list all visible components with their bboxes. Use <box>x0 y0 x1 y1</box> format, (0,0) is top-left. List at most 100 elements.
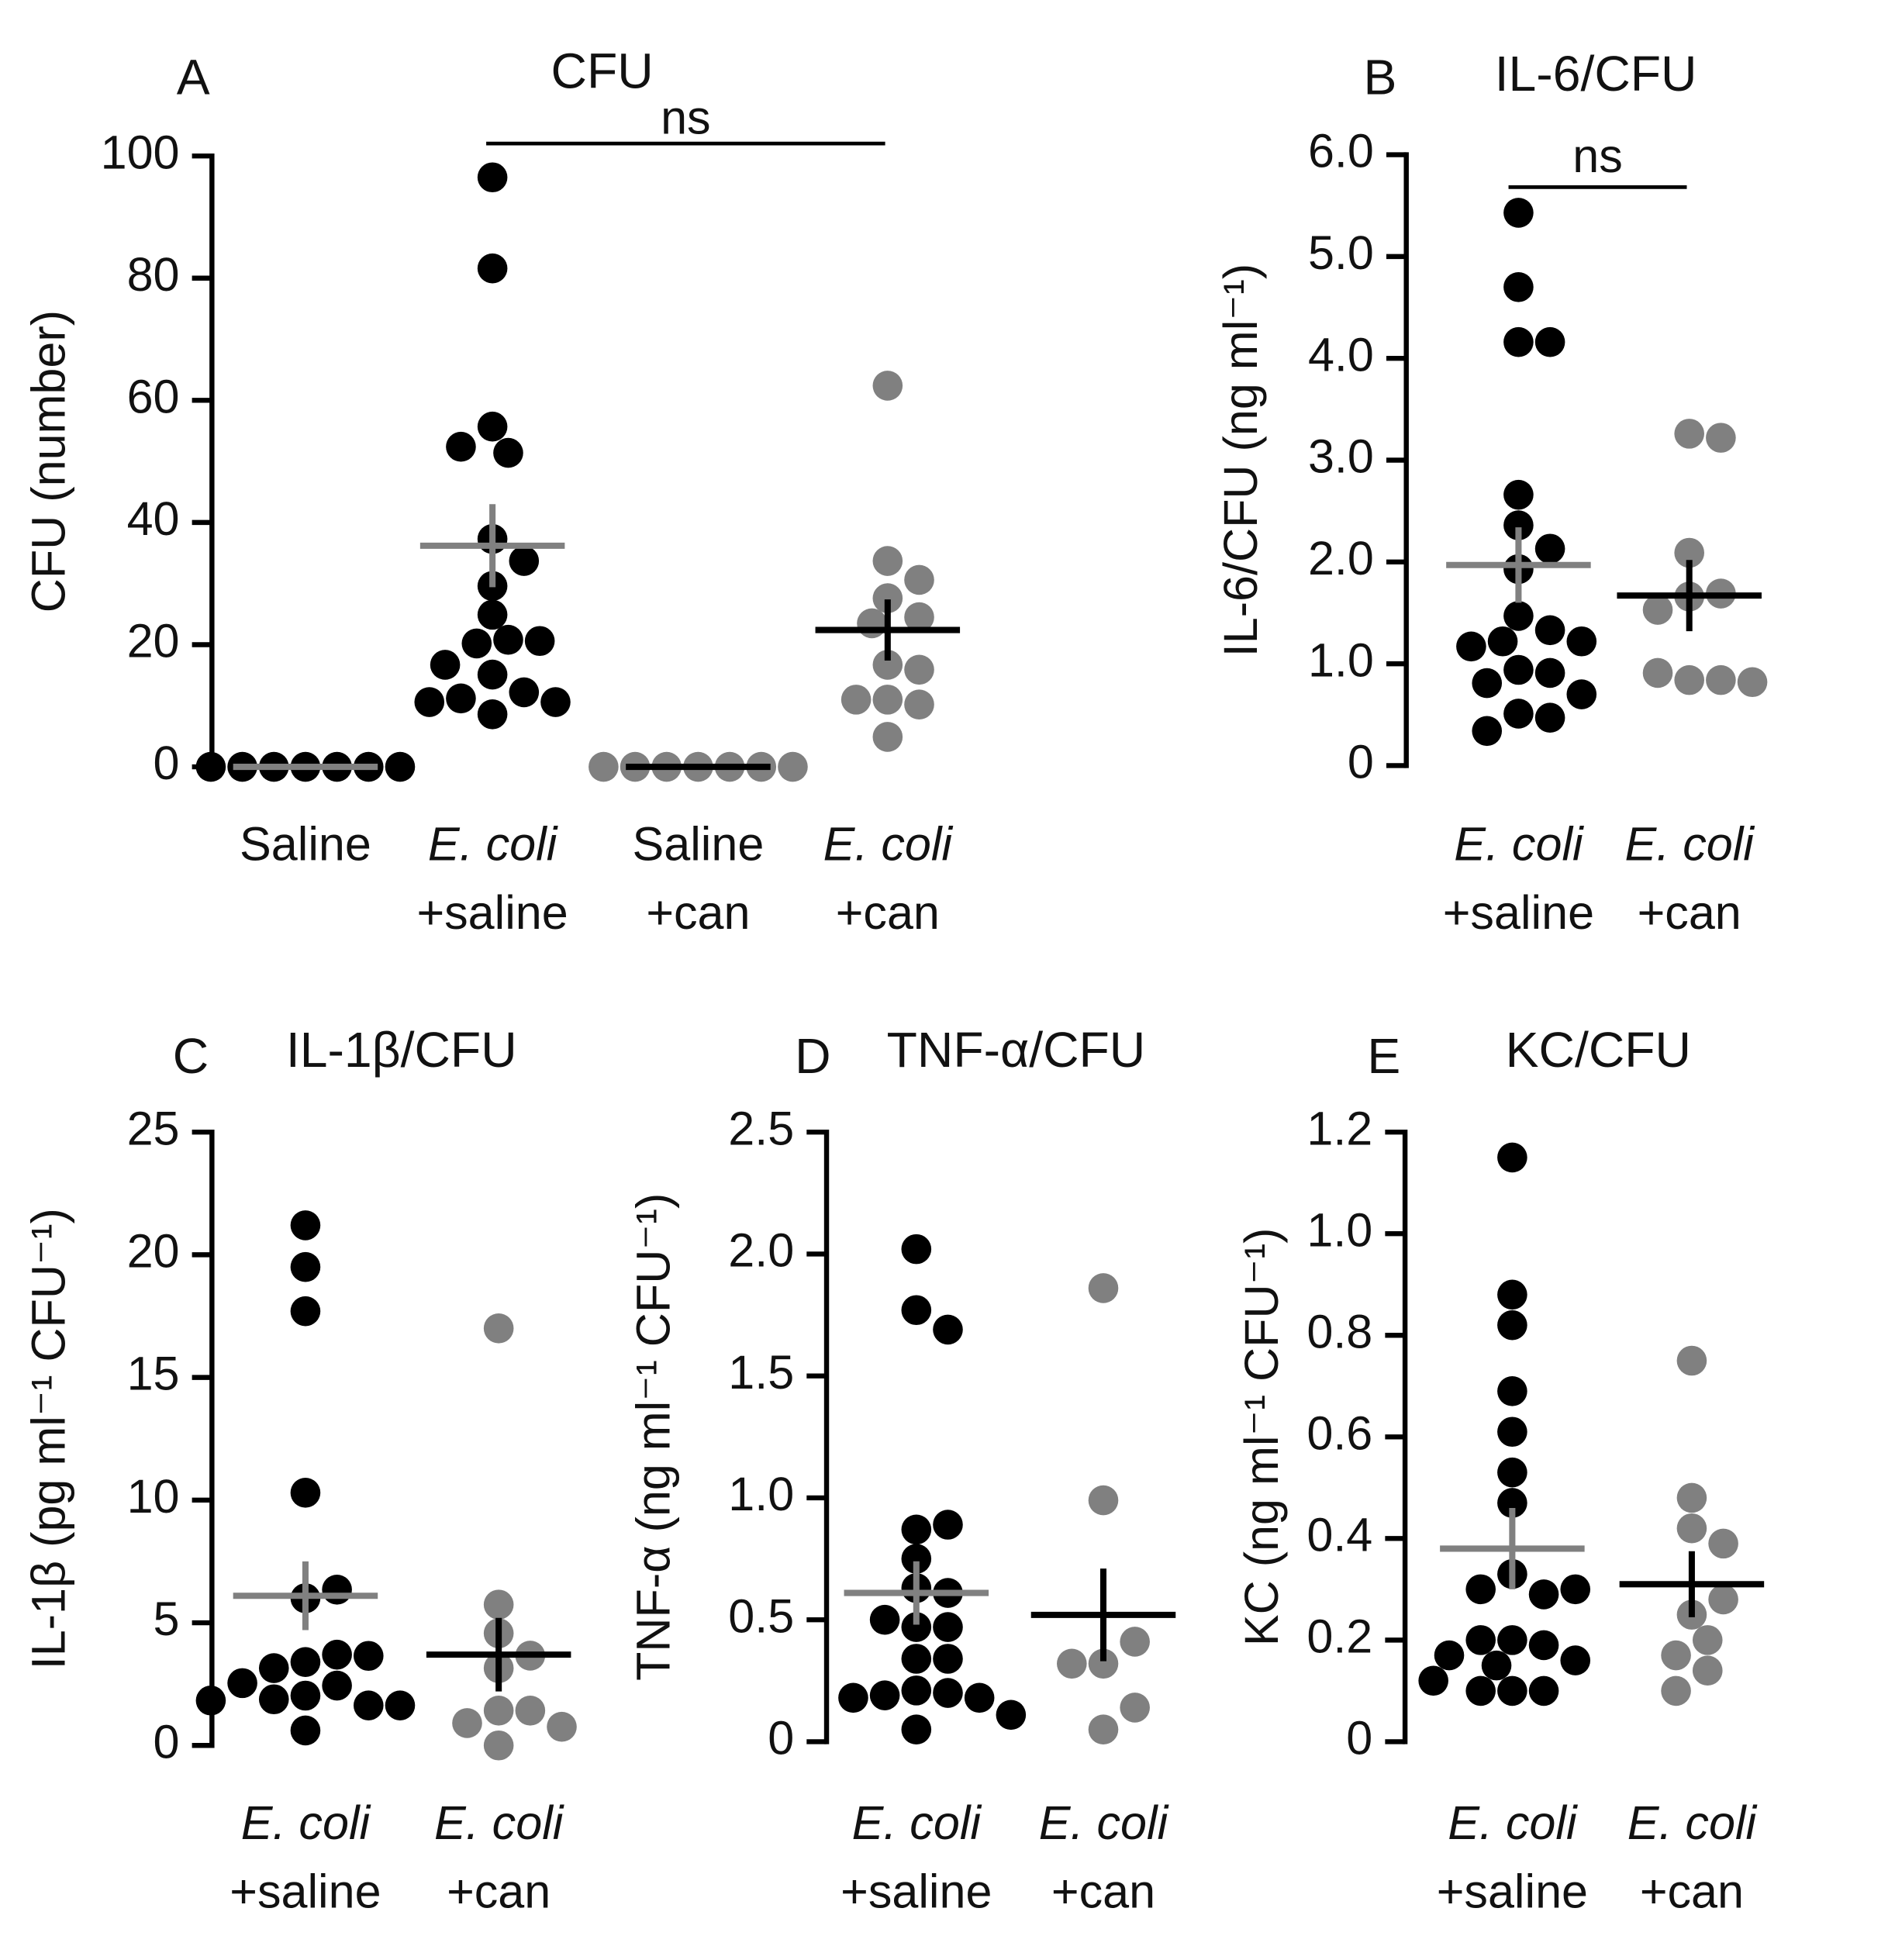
data-point <box>1534 702 1565 733</box>
panel-letter: B <box>1363 50 1396 105</box>
data-point <box>869 1604 900 1635</box>
y-tick-label: 1.2 <box>1306 1102 1372 1154</box>
data-point <box>540 687 571 717</box>
data-point <box>1534 326 1565 357</box>
data-point <box>1566 679 1597 709</box>
data-point <box>1566 626 1597 657</box>
data-point <box>430 650 461 680</box>
data-point <box>1503 654 1534 685</box>
data-point <box>872 546 903 576</box>
data-point <box>1674 419 1704 449</box>
y-tick-label: 0.5 <box>728 1589 794 1642</box>
data-point <box>933 1510 963 1540</box>
data-point <box>901 1234 932 1265</box>
y-tick-label: 20 <box>127 615 180 668</box>
x-tick-label: E. coli <box>852 1796 982 1849</box>
data-point <box>778 751 808 782</box>
y-tick-label: 6.0 <box>1308 125 1374 178</box>
data-point <box>901 1675 932 1706</box>
y-tick-label: 2.0 <box>1308 532 1374 585</box>
data-point <box>1497 1457 1527 1488</box>
data-point <box>1674 537 1704 568</box>
data-point <box>589 751 619 782</box>
y-tick-label: 0 <box>768 1712 794 1765</box>
data-point <box>933 1612 963 1642</box>
data-point <box>1497 1675 1527 1706</box>
chart-title: IL-6/CFU <box>1495 46 1697 102</box>
data-point <box>1434 1640 1465 1671</box>
data-point <box>857 608 887 639</box>
x-tick-label: E. coli <box>428 818 558 871</box>
data-point <box>996 1699 1027 1731</box>
y-tick-label: 3.0 <box>1308 430 1374 483</box>
data-point <box>1528 1630 1559 1661</box>
data-point <box>1487 626 1518 657</box>
data-point <box>838 1682 868 1713</box>
data-point <box>477 699 508 730</box>
data-point <box>1465 1625 1496 1655</box>
y-tick-label: 0.4 <box>1306 1508 1372 1561</box>
data-point <box>904 654 934 685</box>
panel-letter: A <box>177 50 210 105</box>
y-tick-label: 2.0 <box>728 1224 794 1277</box>
x-tick-label: E. coli <box>1039 1796 1169 1849</box>
data-point <box>385 751 416 782</box>
data-point <box>1706 664 1736 695</box>
y-tick-label: 80 <box>127 248 180 301</box>
data-point <box>290 1647 321 1677</box>
panel-letter: C <box>173 1028 209 1084</box>
y-tick-label: 0.2 <box>1306 1610 1372 1663</box>
data-point <box>901 1612 932 1642</box>
data-point <box>1497 1417 1527 1448</box>
data-point <box>509 677 540 708</box>
data-point <box>1503 271 1534 302</box>
x-tick-label: E. coli <box>1454 818 1584 871</box>
x-tick-label: +can <box>447 1865 551 1917</box>
data-point <box>515 1696 546 1726</box>
data-point <box>1642 595 1673 625</box>
data-point <box>195 1686 226 1716</box>
y-tick-label: 60 <box>127 370 180 423</box>
y-tick-label: 0.6 <box>1306 1406 1372 1459</box>
data-point <box>524 626 555 657</box>
data-point <box>1708 1584 1738 1615</box>
data-point <box>1456 631 1486 662</box>
significance-label: ns <box>1572 129 1623 182</box>
data-point <box>493 624 523 655</box>
data-point <box>477 253 508 284</box>
data-point <box>1472 668 1503 699</box>
x-tick-label: +saline <box>840 1865 992 1917</box>
data-point <box>353 1641 384 1672</box>
data-point <box>1676 1482 1707 1513</box>
x-tick-label: Saline <box>633 818 765 871</box>
y-tick-label: 1.5 <box>728 1346 794 1399</box>
x-tick-label: +saline <box>230 1865 381 1917</box>
chart-title: IL-1β/CFU <box>286 1022 517 1078</box>
y-tick-label: 5.0 <box>1308 226 1374 279</box>
data-point <box>1503 326 1534 357</box>
data-point <box>1503 699 1534 729</box>
x-tick-label: +saline <box>1437 1865 1588 1917</box>
data-point <box>1472 716 1503 747</box>
data-point <box>1418 1665 1448 1696</box>
data-point <box>872 371 903 401</box>
data-point <box>1528 1579 1559 1610</box>
data-point <box>1528 1675 1559 1706</box>
data-point <box>195 751 226 782</box>
data-point <box>1497 1279 1527 1310</box>
data-point <box>1661 1640 1691 1671</box>
data-point <box>483 1730 514 1761</box>
data-point <box>1503 510 1534 540</box>
data-point <box>1642 657 1673 688</box>
data-point <box>1692 1625 1723 1655</box>
x-tick-label: +can <box>1051 1865 1155 1917</box>
x-tick-label: +can <box>646 886 750 939</box>
data-point <box>446 683 476 714</box>
x-tick-label: +can <box>836 886 940 939</box>
data-point <box>1706 423 1736 453</box>
data-point <box>1676 1345 1707 1376</box>
x-tick-label: Saline <box>240 818 371 871</box>
data-point <box>1497 1310 1527 1341</box>
data-point <box>901 1714 932 1744</box>
y-tick-label: 1.0 <box>728 1468 794 1520</box>
